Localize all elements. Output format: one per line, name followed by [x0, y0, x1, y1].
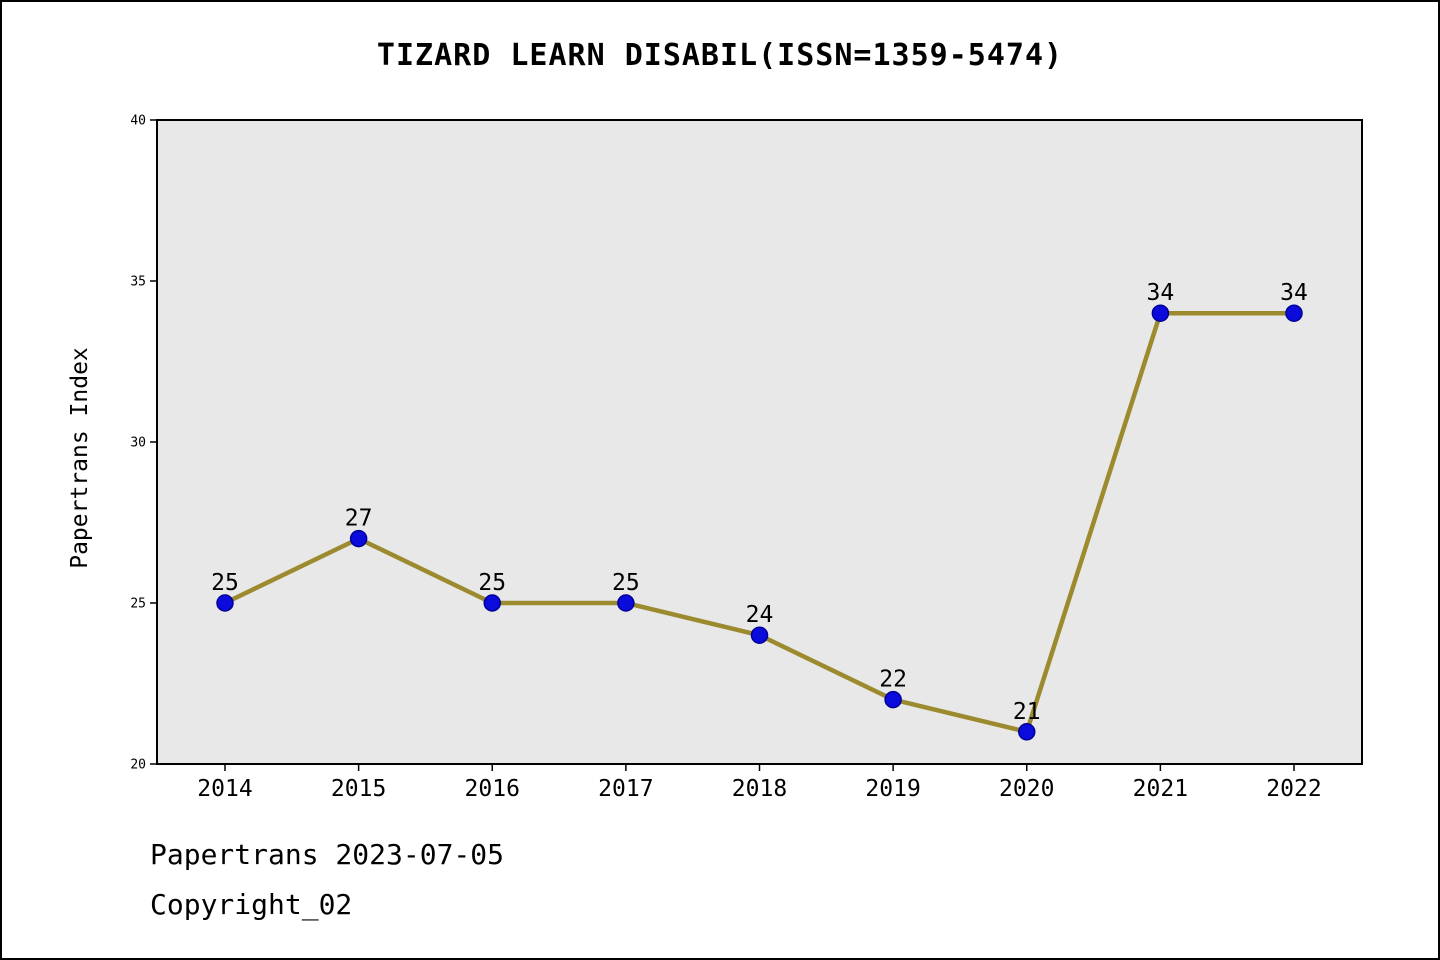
point-value-label: 27 [345, 506, 373, 532]
y-tick-label: 30 [130, 436, 146, 451]
data-point [1018, 723, 1036, 741]
x-tick-label: 2021 [1133, 776, 1188, 802]
x-tick-label: 2019 [865, 776, 920, 802]
x-tick-label: 2018 [732, 776, 787, 802]
y-tick-label: 20 [130, 758, 146, 773]
data-point [884, 690, 902, 709]
y-tick-label: 35 [130, 275, 146, 290]
point-value-label: 25 [211, 570, 239, 596]
data-point [216, 594, 234, 612]
point-value-label: 24 [746, 602, 774, 628]
plot-area [156, 119, 1363, 765]
data-point [349, 529, 368, 548]
data-point [1285, 304, 1303, 322]
y-tick-label: 40 [130, 114, 146, 129]
x-tick-label: 2017 [598, 776, 653, 802]
x-tick-label: 2016 [465, 776, 520, 802]
x-tick-label: 2022 [1266, 776, 1321, 802]
point-value-label: 25 [478, 570, 506, 596]
point-value-label: 21 [1013, 699, 1041, 725]
point-value-label: 34 [1147, 280, 1175, 306]
point-value-label: 22 [879, 667, 907, 693]
point-value-label: 25 [612, 570, 640, 596]
data-point [483, 594, 501, 612]
footer-date: Papertrans 2023-07-05 [150, 838, 505, 871]
x-tick-label: 2015 [331, 776, 386, 802]
x-tick-label: 2020 [999, 776, 1054, 802]
data-point [750, 626, 769, 644]
data-point [1151, 304, 1170, 322]
footer-copyright: Copyright_02 [150, 888, 353, 921]
chart-title: TIZARD LEARN DISABIL(ISSN=1359-5474) [376, 38, 1064, 73]
point-value-label: 34 [1280, 280, 1308, 306]
y-tick-label: 25 [130, 597, 146, 612]
data-point [617, 594, 635, 612]
x-tick-label: 2014 [197, 776, 252, 802]
